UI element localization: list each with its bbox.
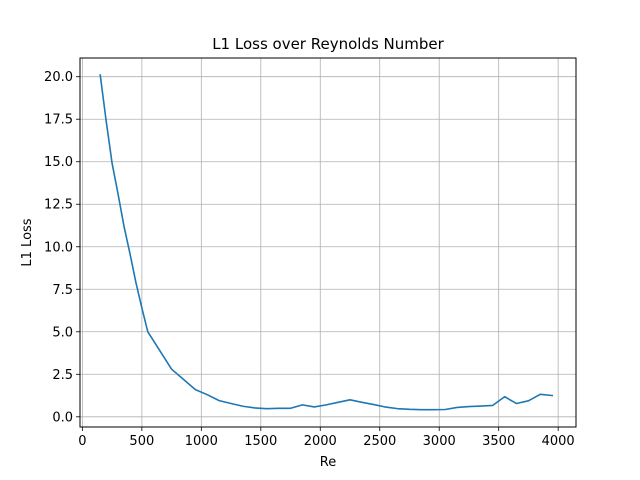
y-tick-label: 2.5 [52, 368, 73, 383]
x-tick-label: 4000 [542, 434, 575, 449]
x-tick-label: 500 [129, 434, 154, 449]
y-tick-label: 15.0 [44, 155, 73, 170]
x-tick-label: 3500 [482, 434, 515, 449]
y-tick-label: 7.5 [52, 283, 73, 298]
x-tick-label: 2500 [363, 434, 396, 449]
axis-ticks: 0 500 1000 1500 2000 2500 3000 3500 4000 0.0 2.5 5.… [44, 70, 575, 449]
y-tick-label: 12.5 [44, 198, 73, 213]
x-tick-label: 1500 [244, 434, 277, 449]
y-tick-label: 5.0 [52, 325, 73, 340]
x-tick-label: 3000 [423, 434, 456, 449]
y-tick-label: 17.5 [44, 113, 73, 128]
x-tick-label: 2000 [304, 434, 337, 449]
gridlines [80, 58, 576, 427]
x-axis-label: Re [320, 455, 336, 470]
x-tick-label: 0 [78, 434, 86, 449]
y-tick-label: 20.0 [44, 70, 73, 85]
y-tick-label: 0.0 [52, 410, 73, 425]
series-line-0 [99, 74, 554, 411]
chart-title: L1 Loss over Reynolds Number [212, 35, 444, 53]
plot-frame [79, 57, 577, 428]
y-tick-label: 10.0 [44, 240, 73, 255]
x-tick-label: 1000 [185, 434, 218, 449]
y-axis-label: L1 Loss [20, 218, 35, 266]
series-lines [99, 74, 554, 411]
